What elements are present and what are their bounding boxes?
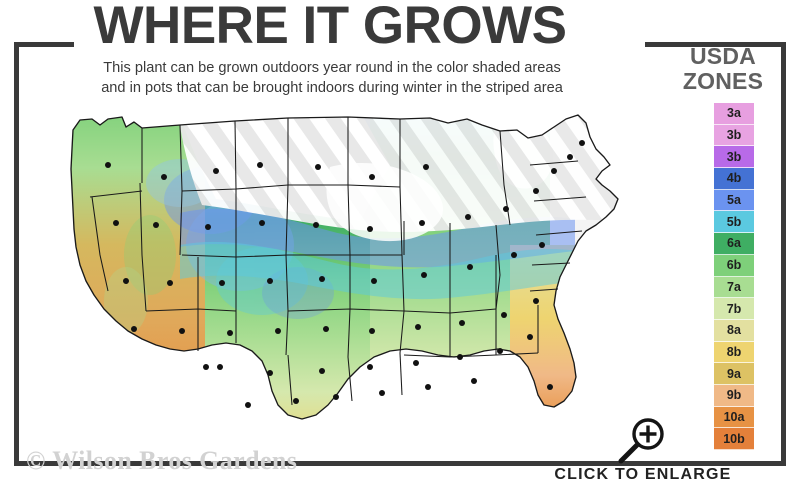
map-svg [70,114,619,420]
legend-zone-5b-5[interactable]: 5b [714,211,754,234]
map-cold-band [180,208,578,300]
legend-zone-8a-10[interactable]: 8a [714,319,754,342]
page-subtitle: This plant can be grown outdoors year ro… [32,58,632,98]
usda-zone-map[interactable] [30,105,655,455]
subtitle-line-2: and in pots that can be brought indoors … [101,80,563,96]
legend-zone-3a-0[interactable]: 3a [714,103,754,125]
legend-zone-6a-6[interactable]: 6a [714,233,754,255]
legend-zone-3b-1[interactable]: 3b [714,124,754,147]
page-title: WHERE IT GROWS [93,0,567,55]
legend-zone-4b-3[interactable]: 4b [714,168,754,190]
legend-zone-5a-4[interactable]: 5a [714,189,754,212]
legend-zone-7b-9[interactable]: 7b [714,298,754,320]
frame-border-right [781,42,786,466]
click-to-enlarge-label[interactable]: CLICK TO ENLARGE [554,466,732,483]
legend-zone-10b-15[interactable]: 10b [714,428,754,450]
legend-zone-10a-14[interactable]: 10a [714,406,754,429]
legend-zone-9a-12[interactable]: 9a [714,363,754,385]
legend-zone-3b-2[interactable]: 3b [714,146,754,169]
legend-heading-line-2: ZONES [682,68,764,94]
legend-zone-7a-8[interactable]: 7a [714,276,754,299]
frame-border-left [14,42,19,466]
map-striped-region [178,115,618,242]
subtitle-line-1: This plant can be grown outdoors year ro… [103,60,561,76]
watermark-credit: © Wilson Bros Gardens [26,446,298,475]
map-state-borders [70,114,619,420]
magnifier-plus-icon[interactable] [615,416,669,466]
legend-zone-9b-13[interactable]: 9b [714,384,754,407]
map-city-dots [105,140,585,408]
legend-heading: USDA ZONES [663,44,783,94]
usda-zone-legend[interactable]: 3a 3b 3b 4b 5a 5b 6a 6b 7a 7b 8a 8b 9a 9b 10a 10b [714,103,754,450]
legend-zone-6b-7[interactable]: 6b [714,254,754,277]
legend-zone-8b-11[interactable]: 8b [714,341,754,364]
legend-heading-line-1: USDA [690,43,756,69]
